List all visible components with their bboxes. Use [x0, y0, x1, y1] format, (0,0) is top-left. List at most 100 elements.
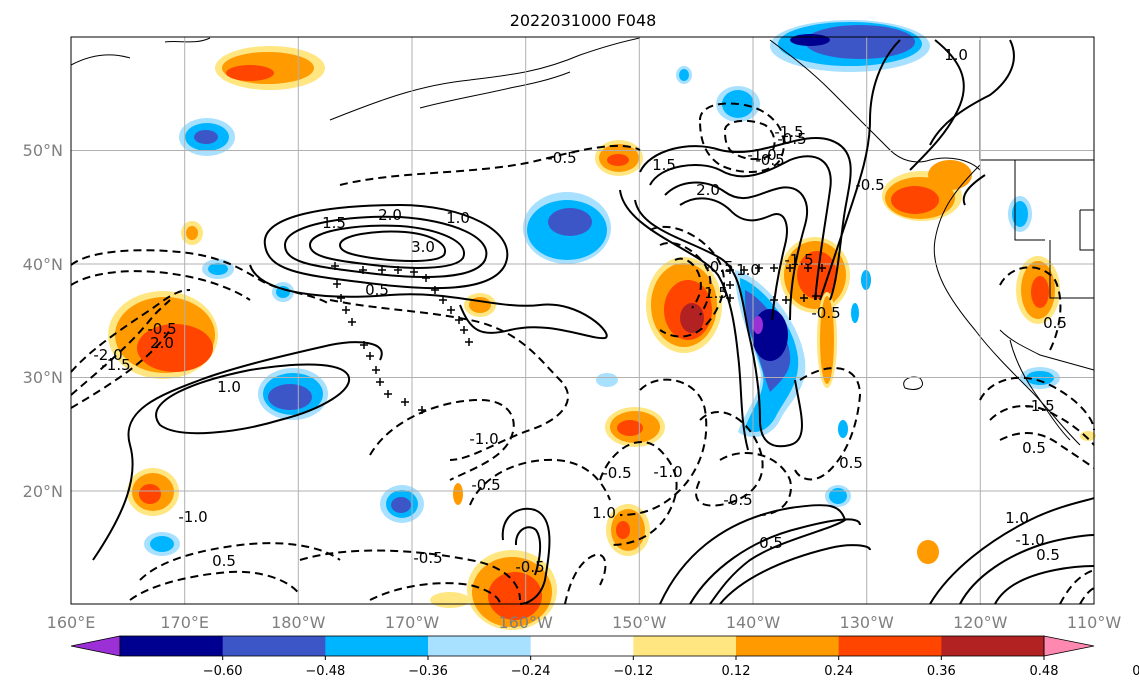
negative-anomaly	[790, 34, 830, 46]
colorbar-tick-label: −0.24	[511, 664, 551, 679]
contour-line	[70, 289, 191, 373]
contour-label: -1.0	[469, 430, 498, 448]
contour-label: -0.5	[777, 130, 806, 148]
negative-anomaly	[1012, 201, 1028, 227]
positive-anomaly	[680, 303, 704, 333]
contour-line	[92, 341, 383, 561]
negative-anomaly	[596, 373, 618, 387]
colorbar-tick-label: −0.12	[613, 664, 653, 679]
contour-line	[619, 189, 749, 451]
contour-label: -0.5	[413, 549, 442, 567]
colorbar-extend-low	[70, 635, 121, 657]
lon-tick-label: 170°W	[385, 613, 440, 632]
longitude-axis: 160°E 170°E 180°W 170°W 160°W 150°W 140°…	[47, 613, 1122, 632]
colorbar-bin	[736, 636, 840, 656]
contour-line	[369, 582, 501, 605]
contour-line	[514, 526, 542, 576]
colorbar-tick-label: 0.12	[722, 664, 751, 679]
gridlines	[71, 37, 1094, 604]
colorbar-extend-high	[1043, 635, 1095, 657]
plus-marker	[726, 264, 826, 304]
colorbar-bin	[428, 636, 532, 656]
colorbar-tick-label: −0.36	[408, 664, 448, 679]
contour-line	[1079, 587, 1095, 605]
negative-anomaly	[679, 69, 689, 81]
lon-tick-label: 140°W	[726, 613, 781, 632]
colorbar-bin	[530, 636, 634, 656]
contour-line	[1059, 569, 1095, 605]
positive-anomaly	[607, 154, 629, 166]
contour-line	[659, 504, 847, 605]
lon-tick-label: 150°W	[612, 613, 667, 632]
contour-line	[564, 553, 607, 605]
contour-label: -0.5	[755, 151, 784, 169]
contour-label: 0.5	[212, 552, 236, 570]
contour-label: -1.0	[653, 463, 682, 481]
positive-anomaly	[226, 65, 274, 81]
colorbar-bin	[941, 636, 1045, 656]
positive-anomaly	[928, 160, 972, 190]
plus-marker	[333, 280, 426, 414]
contour-label: 0.5	[839, 454, 863, 472]
solid-contours	[92, 39, 1095, 605]
contour-line	[679, 197, 788, 321]
positive-anomaly	[917, 540, 939, 564]
positive-anomaly	[453, 483, 463, 505]
map-panel: -0.52.0 1.01.53.00.5-0.5-1.5-0.5-1.01.52.…	[70, 20, 1096, 630]
contour-line	[139, 542, 341, 581]
contour-line	[70, 249, 331, 306]
contour-line	[794, 367, 862, 481]
contour-line	[674, 257, 702, 309]
colorbar-bin	[325, 636, 429, 656]
contour-label: 0.5	[1043, 314, 1067, 332]
contour-line	[369, 398, 515, 481]
contour-label: 1.0	[217, 378, 241, 396]
contour-label: 1.0	[736, 261, 760, 279]
negative-anomaly	[268, 384, 312, 410]
colorbar-tick-label: 0.24	[824, 664, 853, 679]
contour-line	[263, 203, 509, 290]
negative-anomaly	[851, 303, 859, 323]
contour-label: 2.0	[378, 206, 402, 224]
contour-line	[469, 458, 611, 506]
lon-tick-label: 160°W	[499, 613, 554, 632]
coastline-bc	[769, 39, 981, 171]
border-mexico	[999, 329, 1095, 371]
coastline-aleutians	[419, 71, 571, 109]
positive-anomaly	[1080, 431, 1096, 441]
lon-tick-label: 120°W	[953, 613, 1008, 632]
contour-line	[962, 174, 986, 206]
coastline-alaska	[329, 37, 641, 121]
latitude-axis: 20°N 30°N 40°N 50°N	[23, 141, 63, 501]
contour-line	[338, 230, 447, 263]
contour-line	[929, 39, 1015, 146]
contour-line	[723, 119, 776, 161]
negative-anomaly	[150, 536, 174, 552]
contour-line	[659, 242, 712, 316]
negative-anomaly	[391, 497, 411, 513]
contour-label: -1.5	[774, 123, 803, 141]
contour-label: -1.5	[1025, 397, 1054, 415]
contour-line	[308, 224, 465, 269]
contour-line	[979, 376, 1095, 431]
positive-anomaly	[137, 324, 213, 372]
lon-tick-label: 170°E	[160, 613, 209, 632]
shaded-anomalies	[108, 20, 1096, 630]
contour-line	[155, 363, 351, 435]
contour-line	[929, 497, 1095, 605]
colorbar-bin	[633, 636, 737, 656]
lat-tick-label: 20°N	[23, 482, 63, 501]
lat-tick-label: 50°N	[23, 141, 63, 160]
positive-anomaly	[139, 484, 161, 504]
colorbar: −0.60 −0.48 −0.36 −0.24 −0.12 0.12 0.24 0.36 0.4…	[70, 635, 1139, 679]
contour-line	[695, 410, 764, 507]
contour-label: -1.5	[784, 251, 813, 269]
colorbar-tick-label: 0.48	[1030, 664, 1059, 679]
contour-label: -1.0	[747, 146, 776, 164]
contour-label: 1.0	[1005, 509, 1029, 527]
contour-line	[339, 144, 641, 186]
contour-line	[649, 225, 726, 338]
contour-label: 0.5	[1022, 439, 1046, 457]
contour-label: -0.5	[547, 149, 576, 167]
negative-anomaly	[753, 316, 763, 334]
